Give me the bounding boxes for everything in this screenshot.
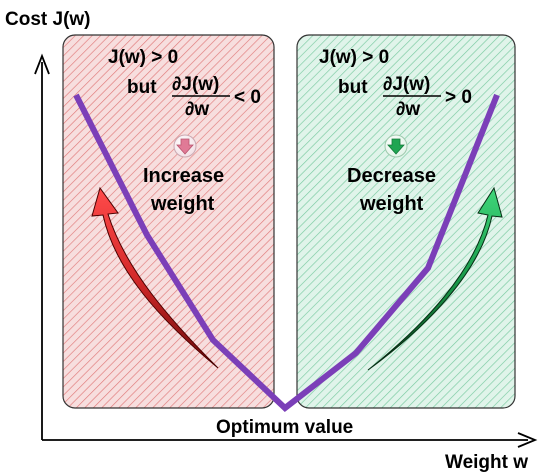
right-condition: J(w) > 0 xyxy=(319,47,389,68)
right-inequality: > 0 xyxy=(445,87,472,108)
right-but: but xyxy=(338,77,368,98)
cost-curve xyxy=(73,93,500,412)
y-axis-label: Cost J(w) xyxy=(5,9,91,30)
increase-arrow xyxy=(91,186,219,369)
left-action-line2: weight xyxy=(150,193,215,215)
left-derivative-denominator: ∂w xyxy=(185,99,209,120)
left-inequality: < 0 xyxy=(234,87,261,108)
right-action-line1: Decrease xyxy=(347,165,436,187)
left-condition: J(w) > 0 xyxy=(108,47,178,68)
left-action-line1: Increase xyxy=(143,165,224,187)
right-panel xyxy=(296,34,516,409)
y-axis-arrowhead xyxy=(34,53,50,75)
down-arrow-icon xyxy=(384,134,408,158)
decrease-arrow xyxy=(367,186,503,371)
x-axis-label: Weight w xyxy=(445,452,528,473)
right-derivative-denominator: ∂w xyxy=(396,99,420,120)
x-axis-arrowhead xyxy=(517,432,538,448)
optimum-label: Optimum value xyxy=(216,417,353,438)
right-action-line2: weight xyxy=(359,193,424,215)
left-panel xyxy=(62,34,275,409)
left-derivative-numerator: ∂J(w) xyxy=(172,74,219,95)
right-derivative-numerator: ∂J(w) xyxy=(383,74,430,95)
down-arrow-icon xyxy=(173,134,197,158)
left-but: but xyxy=(127,77,157,98)
